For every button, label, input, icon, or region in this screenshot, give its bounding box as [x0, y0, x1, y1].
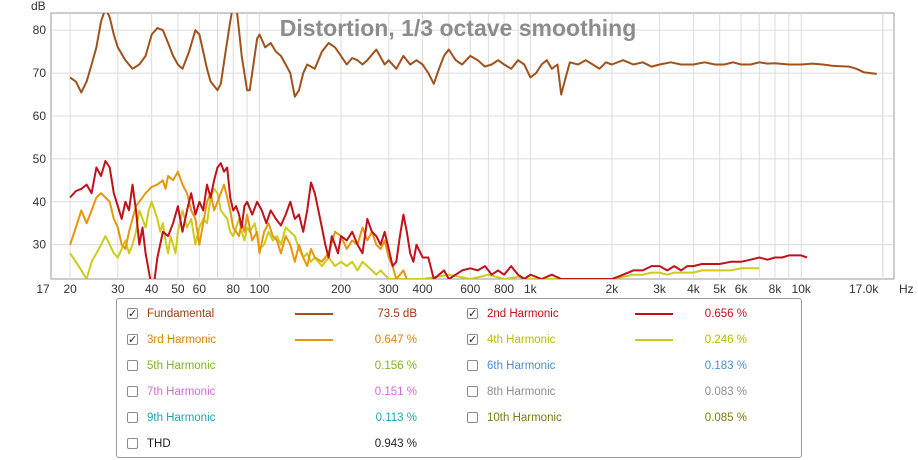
legend-checkbox[interactable]: ✓ [127, 308, 138, 320]
x-tick-label: 200 [331, 282, 351, 296]
x-tick-label: 2k [606, 282, 620, 296]
legend-item-4th-harmonic: ✓ 4th Harmonic 0.246 % [467, 330, 797, 350]
y-tick-label: 40 [33, 195, 47, 209]
legend-label: 2nd Harmonic [487, 308, 559, 320]
x-unit-label: Hz [899, 282, 914, 296]
x-tick-label: 17 [36, 282, 50, 296]
legend-value: 73.5 dB [377, 308, 417, 320]
legend-label: 5th Harmonic [147, 360, 216, 372]
legend-checkbox[interactable]: ✓ [467, 308, 478, 320]
legend-item-10th-harmonic: 10th Harmonic 0.085 % [467, 408, 797, 428]
legend-checkbox[interactable] [127, 360, 138, 371]
legend-item-fundamental: ✓ Fundamental 73.5 dB [127, 304, 457, 324]
legend-checkbox[interactable] [467, 386, 478, 397]
y-tick-label: 70 [33, 66, 47, 80]
legend-value: 0.246 % [704, 334, 747, 346]
legend-checkbox[interactable] [467, 412, 478, 423]
x-tick-label: 300 [379, 282, 399, 296]
legend-label: 4th Harmonic [487, 334, 556, 346]
x-tick-label: 3k [653, 282, 667, 296]
x-tick-label: 600 [460, 282, 480, 296]
legend-label: Fundamental [147, 308, 215, 320]
legend-item-thd: THD 0.943 % [127, 434, 457, 454]
series-line-fundamental [69, 13, 877, 98]
legend-checkbox[interactable] [127, 438, 138, 449]
x-tick-label: 40 [145, 282, 159, 296]
x-tick-label: 10k [792, 282, 812, 296]
legend-item-2nd-harmonic: ✓ 2nd Harmonic 0.656 % [467, 304, 797, 324]
x-tick-label: 4k [687, 282, 701, 296]
legend-item-3rd-harmonic: ✓ 3rd Harmonic 0.647 % [127, 330, 457, 350]
y-unit-label: dB [31, 0, 46, 13]
legend-label: 7th Harmonic [147, 386, 216, 398]
legend-checkbox[interactable] [127, 386, 138, 397]
legend-value: 0.647 % [374, 334, 417, 346]
x-tick-label: 100 [249, 282, 269, 296]
y-tick-label: 80 [33, 23, 47, 37]
legend-checkbox[interactable] [467, 360, 478, 371]
series-line-2nd-harmonic [69, 160, 808, 279]
x-tick-label: 80 [227, 282, 241, 296]
x-tick-label: 30 [111, 282, 125, 296]
legend-value: 0.156 % [374, 360, 417, 372]
legend-value: 0.943 % [374, 438, 417, 450]
legend-value: 0.083 % [704, 386, 747, 398]
x-tick-label: 800 [494, 282, 514, 296]
x-tick-label: 5k [713, 282, 727, 296]
distortion-chart: 30 40 50 60 70 80 17 20 30 40 50 60 80 100 200 300 400 6… [31, 0, 914, 296]
y-tick-label: 60 [33, 109, 47, 123]
legend-item-9th-harmonic: 9th Harmonic 0.113 % [127, 408, 457, 428]
y-axis-ticks: 30 40 50 60 70 80 [33, 23, 47, 252]
legend-label: THD [147, 438, 171, 450]
y-tick-label: 30 [33, 238, 47, 252]
legend-swatch [635, 313, 673, 315]
chart-title: Distortion, 1/3 octave smoothing [280, 15, 637, 41]
x-tick-label: 50 [171, 282, 185, 296]
legend-value: 0.151 % [374, 386, 417, 398]
x-tick-label: 1k [524, 282, 538, 296]
legend-checkbox[interactable] [127, 412, 138, 423]
x-tick-label: 60 [193, 282, 207, 296]
x-tick-label: 20 [63, 282, 77, 296]
legend-label: 8th Harmonic [487, 386, 556, 398]
series-group [69, 13, 877, 279]
legend-value: 0.656 % [704, 308, 747, 320]
legend-item-5th-harmonic: 5th Harmonic 0.156 % [127, 356, 457, 376]
x-tick-label: 17.0k [849, 282, 879, 296]
legend-panel: ✓ Fundamental 73.5 dB ✓ 2nd Harmonic 0.656 % ✓… [116, 298, 802, 458]
legend-swatch [635, 339, 673, 341]
series-line-3rd-harmonic [69, 170, 408, 279]
x-tick-label: 8k [769, 282, 783, 296]
legend-checkbox[interactable]: ✓ [127, 334, 138, 346]
legend-swatch [295, 313, 333, 315]
legend-item-7th-harmonic: 7th Harmonic 0.151 % [127, 382, 457, 402]
y-tick-label: 50 [33, 152, 47, 166]
legend-label: 9th Harmonic [147, 412, 216, 424]
x-axis-ticks: 17 20 30 40 50 60 80 100 200 300 400 600 800 1k 2k 3k 4k… [36, 282, 879, 296]
legend-checkbox[interactable]: ✓ [467, 334, 478, 346]
x-tick-label: 400 [413, 282, 433, 296]
legend-value: 0.183 % [704, 360, 747, 372]
legend-label: 6th Harmonic [487, 360, 556, 372]
legend-item-8th-harmonic: 8th Harmonic 0.083 % [467, 382, 797, 402]
x-tick-label: 6k [735, 282, 749, 296]
legend-swatch [295, 339, 333, 341]
legend-item-6th-harmonic: 6th Harmonic 0.183 % [467, 356, 797, 376]
legend-label: 10th Harmonic [487, 412, 562, 424]
legend-value: 0.085 % [704, 412, 747, 424]
legend-label: 3rd Harmonic [147, 334, 217, 346]
legend-value: 0.113 % [375, 412, 417, 424]
